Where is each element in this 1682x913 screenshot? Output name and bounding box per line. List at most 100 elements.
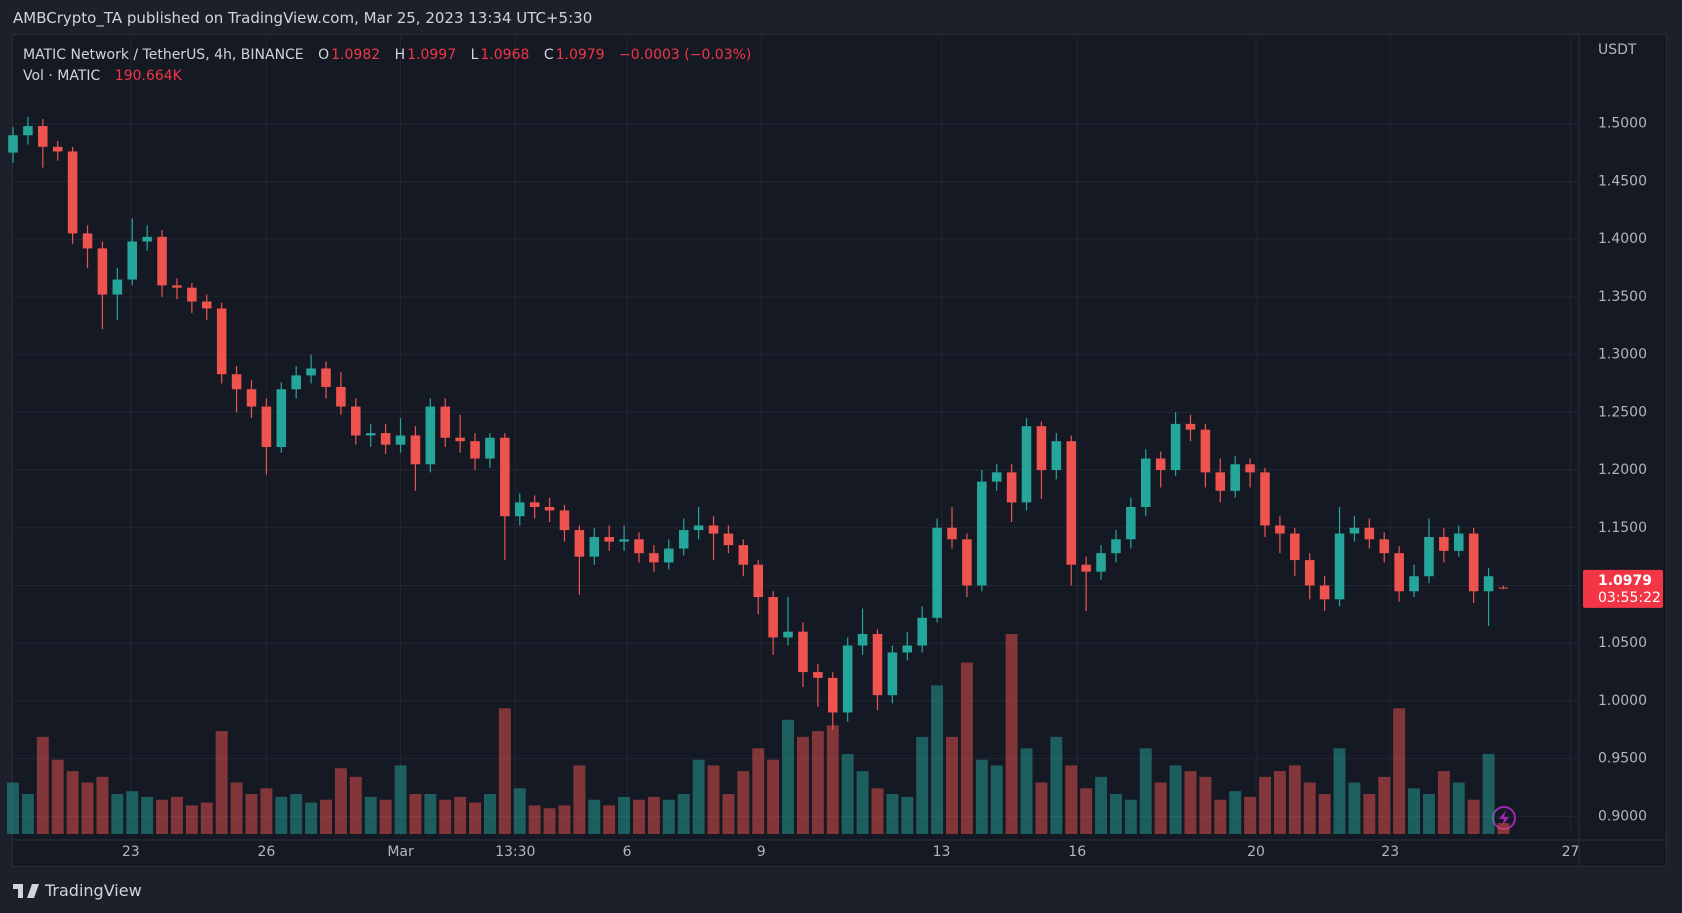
logo (13, 883, 39, 898)
volume-bar (722, 794, 735, 834)
candle-body (425, 406, 436, 465)
volume-bar (1199, 776, 1212, 834)
x-tick-label: 16 (1068, 844, 1086, 860)
volume-bar (1482, 754, 1495, 834)
candle-body (23, 126, 33, 136)
candle-body (157, 236, 167, 286)
volume-bar (1124, 799, 1137, 834)
volume-bar (975, 759, 988, 834)
volume-bar (1333, 748, 1346, 834)
candle-body (1409, 576, 1419, 592)
candle-body (783, 631, 793, 638)
volume-bar (841, 754, 854, 834)
candle-body (276, 389, 287, 447)
candle-body (991, 472, 1002, 482)
volume-bar (1288, 765, 1301, 834)
volume-bar (215, 731, 228, 834)
candle-body (485, 437, 495, 459)
volume-bar (200, 802, 213, 834)
candle-body (172, 285, 182, 288)
volume-bar (1065, 765, 1078, 834)
volume-bar (1005, 634, 1018, 834)
volume-bar (349, 776, 362, 834)
candle-body (1111, 539, 1121, 554)
volume-bar (692, 759, 705, 834)
x-tick-label: Mar (387, 844, 414, 860)
volume-bar (1050, 736, 1063, 834)
volume-bar (946, 736, 958, 834)
candle-body (842, 645, 853, 713)
volume-bar (752, 748, 765, 834)
volume-bar (379, 799, 392, 834)
volume-bar (1452, 782, 1465, 834)
candle-body (1066, 441, 1077, 565)
candle-body (336, 386, 346, 407)
volume-bar (1497, 823, 1510, 834)
candle-body (1275, 525, 1285, 534)
y-tick-label: 1.0500 (1598, 635, 1647, 651)
candle-body (127, 241, 138, 280)
volume-bar (424, 794, 437, 834)
x-tick-label: 6 (623, 844, 632, 860)
volume-bar (305, 802, 318, 834)
volume-bar (1408, 788, 1421, 834)
volume-bar (931, 685, 944, 834)
volume-bar (826, 725, 839, 834)
volume-bar (543, 808, 556, 834)
candle-body (1424, 537, 1434, 577)
y-tick-label: 1.3000 (1598, 347, 1647, 363)
x-tick-label: 9 (757, 844, 766, 860)
volume-bar (260, 788, 273, 834)
volume-bar (916, 736, 929, 834)
volume-bar (156, 799, 169, 834)
volume-bar (1318, 794, 1331, 834)
candle-body (708, 525, 719, 534)
candle-body (8, 135, 18, 153)
candle-body (1126, 506, 1136, 540)
price-unit: USDT (1598, 42, 1637, 58)
candle-body (112, 279, 123, 295)
candle-body (201, 301, 212, 309)
volume-bar (1467, 799, 1480, 834)
y-tick-label: 0.9500 (1598, 751, 1647, 767)
volume-bar (990, 765, 1003, 834)
candle-body (589, 537, 600, 557)
candle-body (1319, 585, 1330, 600)
x-tick-label: 13 (933, 844, 951, 860)
volume-bar (1214, 799, 1227, 834)
volume-bar (737, 771, 750, 834)
candle-body (1290, 533, 1300, 561)
volume-bar (111, 794, 124, 834)
volume-bar (7, 782, 19, 834)
candle-body (82, 233, 93, 249)
candle-body (1200, 429, 1211, 473)
candle-body (1349, 527, 1360, 534)
volume-bar (811, 731, 824, 834)
volume-bar (1035, 782, 1048, 834)
volume-bar (1244, 796, 1257, 834)
x-tick-label: 27 (1562, 844, 1580, 860)
volume-bar (588, 799, 601, 834)
volume-bar (1095, 776, 1108, 834)
volume-bar (901, 796, 914, 834)
ohlc-letter: C (543, 47, 554, 63)
candle-body (187, 287, 197, 302)
volume-bar (364, 796, 377, 834)
x-tick-label: 23 (1381, 844, 1399, 860)
volume-bar (796, 736, 809, 834)
volume-bar (513, 788, 526, 834)
candle-body (887, 652, 898, 696)
ohlc-letter: H (394, 47, 406, 63)
volume-bar (245, 794, 258, 834)
volume-bar (439, 799, 452, 834)
x-tick-label: 26 (257, 844, 275, 860)
volume-bar (1080, 788, 1093, 834)
volume-bar (320, 799, 332, 834)
candle-body (529, 502, 540, 507)
candle-body (917, 617, 927, 646)
volume-bar (603, 805, 616, 834)
volume-bar (1437, 771, 1450, 834)
candle-body (351, 406, 361, 436)
